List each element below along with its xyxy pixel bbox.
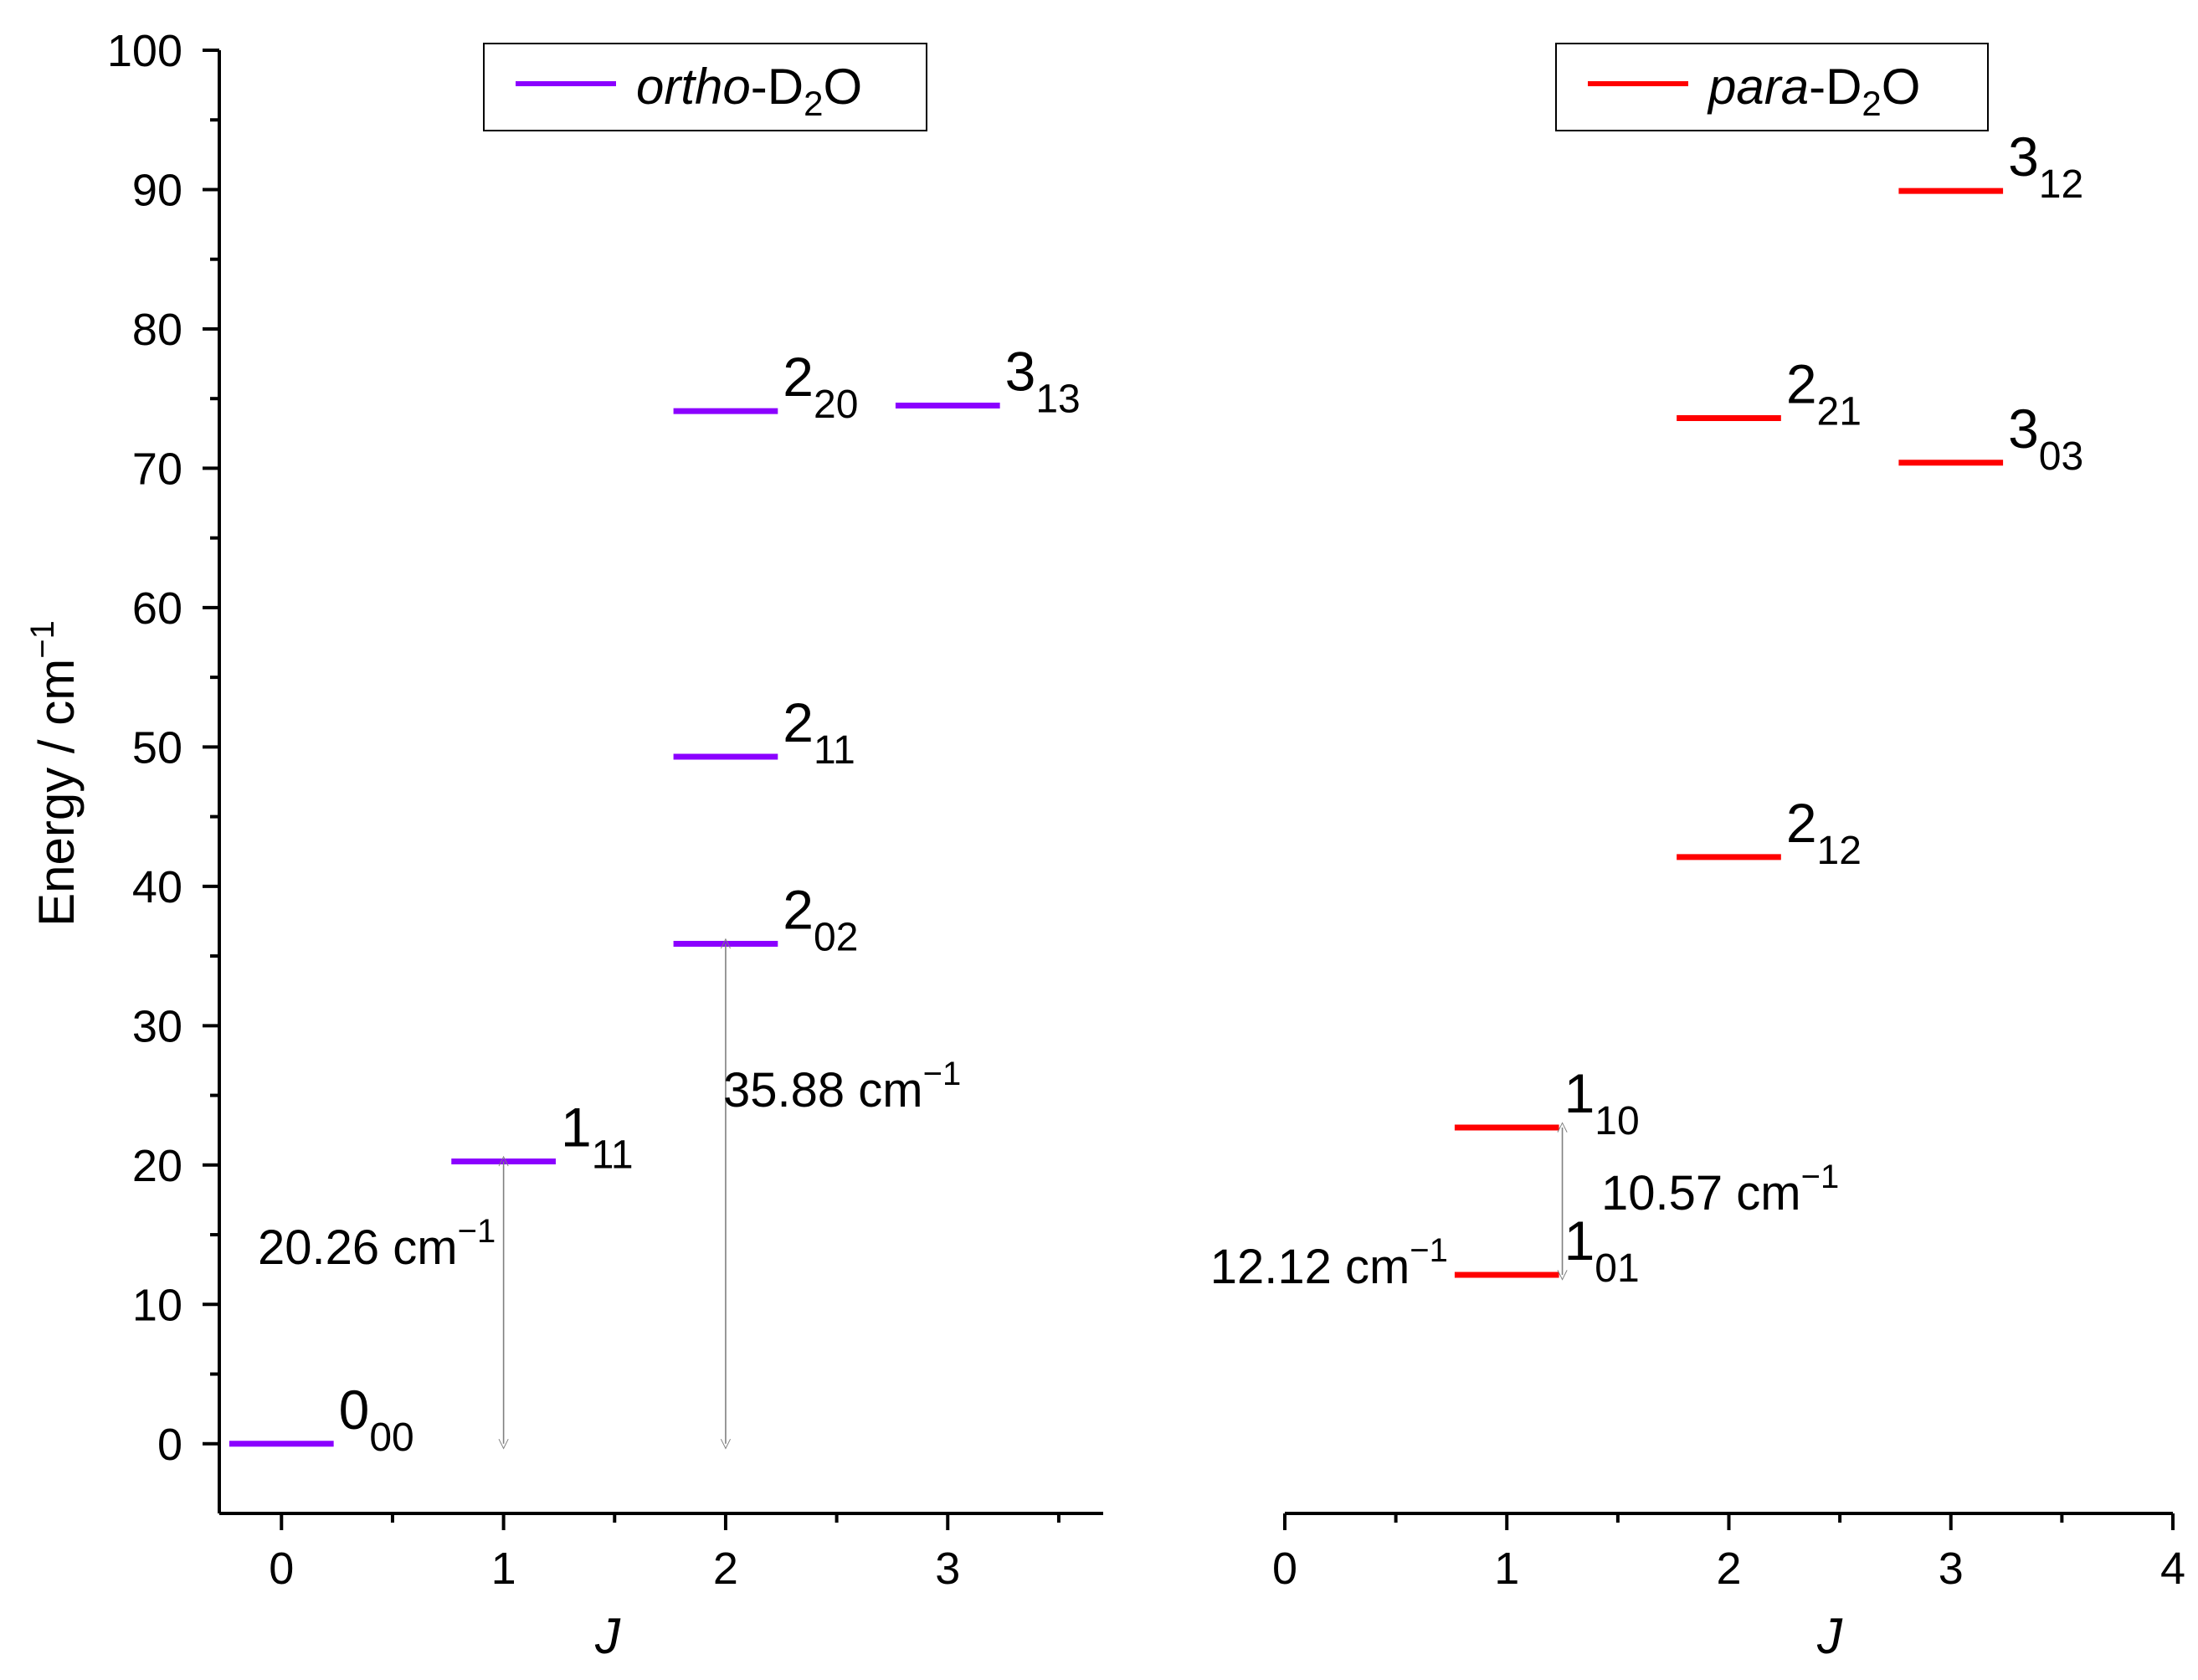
level-label-para: 212 <box>1786 792 1862 873</box>
level-label-para: 303 <box>2008 398 2083 479</box>
y-tick-label: 50 <box>132 722 182 773</box>
y-tick-label: 90 <box>132 165 182 215</box>
gap-label-ortho: 35.88 cm−1 <box>723 1056 961 1117</box>
level-label-ortho: 111 <box>561 1096 634 1177</box>
x-tick-label: 1 <box>491 1544 516 1594</box>
legend-box-ortho <box>483 43 927 131</box>
x-tick-label: 3 <box>935 1544 960 1594</box>
level-label-para: 221 <box>1786 352 1862 434</box>
x-axis-title-ortho: J <box>594 1608 621 1664</box>
x-axis-title-para: J <box>1816 1608 1843 1664</box>
legend-label-ortho: ortho-D2O <box>636 59 862 123</box>
y-axis-title: Energy / cm−1 <box>24 620 85 927</box>
x-tick-label: 4 <box>2160 1544 2185 1594</box>
x-tick-label: 3 <box>1939 1544 1964 1594</box>
level-label-ortho: 202 <box>783 878 858 959</box>
y-tick-label: 30 <box>132 1001 182 1051</box>
level-label-ortho: 000 <box>339 1379 414 1460</box>
y-tick-label: 0 <box>157 1420 182 1470</box>
level-label-para: 312 <box>2008 126 2083 207</box>
level-energy-label-para: 12.12 cm−1 <box>1210 1232 1448 1294</box>
x-tick-label: 2 <box>1716 1544 1741 1594</box>
level-label-para: 101 <box>1564 1210 1640 1291</box>
x-tick-label: 0 <box>1272 1544 1297 1594</box>
y-tick-label: 10 <box>132 1280 182 1330</box>
y-tick-label: 20 <box>132 1141 182 1191</box>
x-tick-label: 0 <box>269 1544 294 1594</box>
legend-box-para <box>1555 43 1989 131</box>
x-tick-label: 1 <box>1494 1544 1519 1594</box>
y-tick-label: 60 <box>132 583 182 634</box>
y-tick-label: 40 <box>132 862 182 912</box>
level-label-para: 110 <box>1564 1062 1640 1143</box>
gap-label-para: 10.57 cm−1 <box>1601 1159 1839 1220</box>
legend-label-para: para-D2O <box>1707 59 1920 123</box>
gap-label-ortho: 20.26 cm−1 <box>258 1213 496 1275</box>
level-label-ortho: 220 <box>783 346 858 427</box>
level-label-ortho: 211 <box>783 691 855 773</box>
level-label-ortho: 313 <box>1005 341 1081 422</box>
y-tick-label: 80 <box>132 305 182 355</box>
x-tick-label: 2 <box>713 1544 738 1594</box>
y-tick-label: 100 <box>107 26 182 76</box>
y-tick-label: 70 <box>132 444 182 494</box>
